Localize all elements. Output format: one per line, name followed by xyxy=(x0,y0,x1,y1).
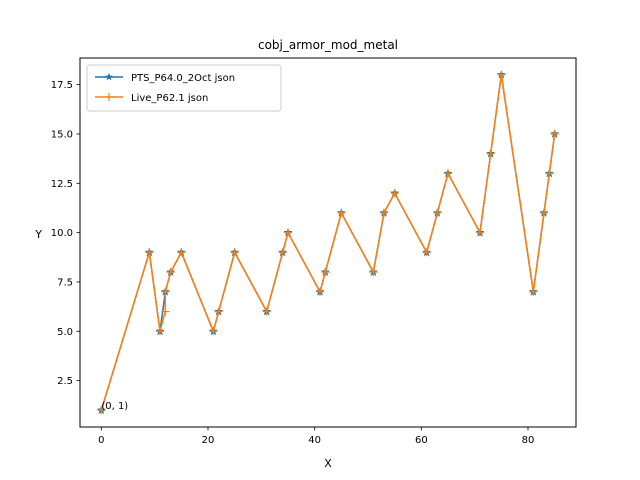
data-point xyxy=(529,287,538,296)
data-point xyxy=(97,406,106,415)
x-tick-label: 80 xyxy=(522,435,535,446)
data-point xyxy=(545,169,554,178)
point-annotation: (0, 1) xyxy=(101,401,128,412)
y-axis: 2.5 5.0 7.5 10.0 12.5 15.0 17.5 xyxy=(51,80,80,387)
series-2 xyxy=(97,70,559,415)
y-tick-label: 10.0 xyxy=(51,228,73,239)
data-point xyxy=(214,307,223,316)
data-point xyxy=(166,268,175,277)
y-axis-label: Y xyxy=(34,228,42,241)
data-point xyxy=(278,248,287,257)
data-point xyxy=(337,208,346,217)
y-tick-label: 7.5 xyxy=(57,277,73,288)
legend-item: PTS_P64.0_2Oct json xyxy=(95,72,235,84)
x-tick-label: 0 xyxy=(98,435,104,446)
data-point xyxy=(262,307,271,316)
data-point xyxy=(486,149,495,158)
series-line xyxy=(100,74,556,411)
data-point xyxy=(476,228,484,237)
chart-title: cobj_armor_mod_metal xyxy=(258,38,398,52)
data-point xyxy=(230,248,239,257)
data-point xyxy=(145,248,154,257)
y-tick-label: 17.5 xyxy=(51,80,73,91)
x-tick-label: 40 xyxy=(308,435,321,446)
legend-label: Live_P62.1 json xyxy=(131,93,208,104)
data-point xyxy=(433,208,442,217)
legend-label: PTS_P64.0_2Oct json xyxy=(131,73,235,84)
data-point xyxy=(177,248,186,257)
plot-frame xyxy=(79,57,577,428)
x-axis: 0 20 40 60 80 xyxy=(98,427,534,446)
legend-item: Live_P62.1 json xyxy=(95,93,208,104)
legend: PTS_P64.0_2Oct json Live_P62.1 json xyxy=(86,64,282,112)
y-tick-label: 15.0 xyxy=(51,129,73,140)
x-tick-label: 60 xyxy=(415,435,428,446)
data-point xyxy=(422,248,431,257)
series-line xyxy=(100,74,556,411)
x-tick-label: 20 xyxy=(202,435,215,446)
data-point xyxy=(156,327,164,336)
y-tick-label: 5.0 xyxy=(57,327,73,338)
data-point xyxy=(380,208,388,217)
data-point xyxy=(390,189,399,198)
data-point xyxy=(209,327,218,336)
series-1 xyxy=(96,69,560,415)
legend-marker xyxy=(105,93,113,101)
data-point xyxy=(161,307,170,316)
y-tick-label: 2.5 xyxy=(57,376,73,387)
data-point xyxy=(540,208,548,217)
data-point xyxy=(316,287,324,296)
data-point xyxy=(321,268,330,277)
plot-series xyxy=(96,69,560,415)
data-point xyxy=(497,70,506,79)
legend-marker xyxy=(105,72,113,81)
legend-box xyxy=(86,64,282,112)
x-axis-label: X xyxy=(324,457,332,470)
data-point xyxy=(444,169,452,178)
data-point xyxy=(369,268,378,277)
y-tick-label: 12.5 xyxy=(51,179,73,190)
data-point xyxy=(161,287,170,296)
data-point xyxy=(284,228,292,237)
data-point xyxy=(550,129,559,138)
